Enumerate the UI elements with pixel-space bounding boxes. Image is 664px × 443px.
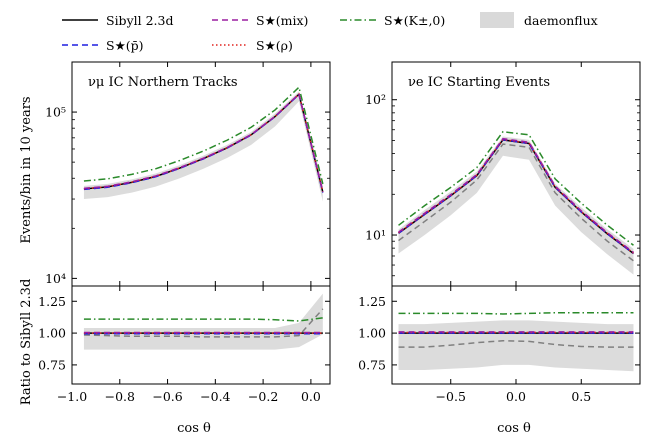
- daemonflux-band: [83, 91, 323, 202]
- daemonflux-band: [398, 136, 634, 275]
- legend-entry-daemon: daemonflux: [480, 12, 598, 28]
- y-tick-label: 10⁵: [45, 105, 66, 120]
- series-line-rho: [398, 138, 634, 254]
- y-tick-label: 1.25: [38, 294, 66, 309]
- plot-area: [83, 85, 324, 202]
- y-tick-label: 10¹: [365, 228, 386, 243]
- x-tick-label: 0.0: [506, 389, 526, 404]
- panel-title: νe IC Starting Events: [408, 75, 550, 90]
- series-line-kaon: [83, 317, 323, 322]
- series-line-pbar: [398, 139, 634, 255]
- legend-label-daemon: daemonflux: [524, 13, 598, 28]
- axes-frame: [391, 61, 641, 287]
- legend-entry-rho: S★(ρ): [212, 38, 293, 53]
- plot-area: [398, 311, 634, 372]
- x-tick-label: 0.5: [571, 389, 591, 404]
- panel-left-bottom: 0.75 1.00 1.25 −1.0 −0.8 −0.6 −0.4 −0.2 0.0: [38, 285, 331, 404]
- legend-label-pbar: S★(p̄): [106, 38, 144, 53]
- x-tick-label: 0.0: [301, 389, 321, 404]
- y-tick-label: 0.75: [38, 357, 66, 372]
- x-tick-label: −1.0: [57, 389, 87, 404]
- x-tick-label: −0.6: [152, 389, 182, 404]
- plot-area: [83, 293, 324, 350]
- axes-frame: [71, 61, 331, 287]
- panel-left-top: 10⁴ 10⁵ νμ IC Northern Tracks: [45, 61, 331, 287]
- x-tick-label: −0.2: [248, 389, 278, 404]
- x-axis-label-right: cos θ: [497, 421, 531, 436]
- legend-entry-pbar: S★(p̄): [62, 38, 144, 53]
- legend-label-rho: S★(ρ): [256, 38, 293, 53]
- axes-frame: [71, 285, 331, 385]
- y-tick-label: 1.00: [358, 326, 386, 341]
- legend-label-mix: S★(mix): [256, 13, 308, 28]
- y-tick-label: 10⁴: [45, 271, 66, 286]
- legend: Sibyll 2.3d S★(p̄) S★(mix) S★(ρ) S★(K±,0…: [62, 12, 598, 53]
- y-tick-label: 10²: [365, 92, 386, 107]
- x-tick-label: −0.8: [105, 389, 135, 404]
- y-tick-label: 1.00: [38, 326, 66, 341]
- legend-entry-mix: S★(mix): [212, 13, 308, 28]
- series-line-kaon: [398, 311, 634, 315]
- x-tick-label: −0.5: [436, 389, 466, 404]
- legend-entry-sibyll: Sibyll 2.3d: [62, 13, 173, 28]
- y-tick-label: 1.25: [358, 294, 386, 309]
- x-tick-label: −0.4: [200, 389, 230, 404]
- legend-entry-kaon: S★(K±,0): [340, 13, 445, 28]
- series-line-mix: [398, 137, 634, 253]
- x-axis-label-left: cos θ: [177, 421, 211, 436]
- y-axis-label-top: Events/bin in 10 years: [19, 96, 34, 243]
- legend-label-sibyll: Sibyll 2.3d: [106, 13, 173, 28]
- daemonflux-band: [83, 293, 323, 350]
- series-line-kaon: [83, 85, 324, 185]
- series-line-mix: [83, 92, 324, 192]
- legend-label-kaon: S★(K±,0): [384, 13, 445, 28]
- legend-swatch-daemon: [480, 12, 514, 28]
- panel-title: νμ IC Northern Tracks: [88, 75, 238, 90]
- panel-right-bottom: 0.75 1.00 1.25 −0.5 0.0 0.5: [358, 285, 641, 404]
- y-tick-label: 0.75: [358, 357, 386, 372]
- y-axis-label-bottom: Ratio to Sibyll 2.3d: [19, 279, 34, 406]
- series-line-kaon: [398, 130, 634, 246]
- panel-right-top: 10¹ 10² νe IC Starting Events: [365, 61, 641, 287]
- plot-area: [398, 130, 634, 275]
